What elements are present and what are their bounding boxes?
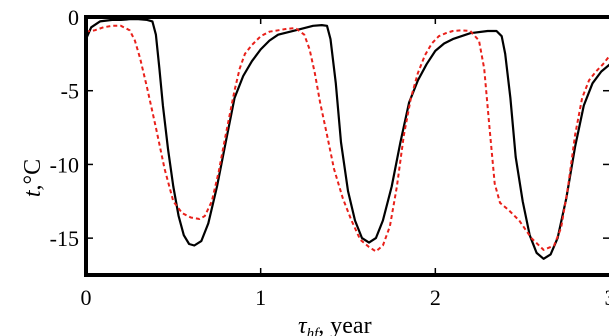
y-tick-label: 0 (68, 5, 79, 30)
series-line-1 (86, 18, 609, 260)
x-tick-label: 2 (430, 285, 441, 310)
x-tick-label: 3 (605, 285, 609, 310)
tick-labels-layer: 0 1 2 3 0 -5 -10 -15 (50, 5, 609, 310)
y-tick-label: -10 (50, 152, 79, 177)
series-layer (86, 18, 609, 260)
y-axis-label: t,°C (20, 159, 46, 197)
x-tick-label: 0 (81, 285, 92, 310)
y-tick-label: -15 (50, 226, 79, 251)
plot-frame (84, 15, 609, 277)
x-axis-label: τhf, year (298, 313, 372, 336)
y-tick-label: -5 (61, 79, 79, 104)
x-tick-label: 1 (255, 285, 266, 310)
series-line-2 (86, 24, 609, 253)
